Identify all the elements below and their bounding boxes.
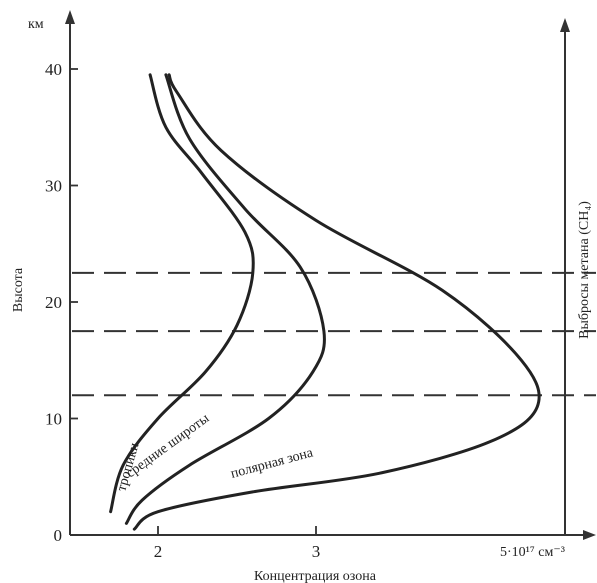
x-tick-label: 2 bbox=[154, 542, 163, 561]
y-tick-label: 20 bbox=[45, 293, 62, 312]
y-tick-label: 0 bbox=[54, 526, 63, 545]
ozone-curves bbox=[109, 73, 541, 531]
methane-axis-title: Выбросы метана (CH₄) bbox=[577, 201, 592, 339]
curve-series-1 bbox=[124, 73, 326, 525]
dashed-levels bbox=[72, 271, 596, 397]
y-tick-label: 30 bbox=[45, 177, 62, 196]
y-tick-label: 10 bbox=[45, 410, 62, 429]
x-unit-label: 5·10¹⁷ см⁻³ bbox=[500, 545, 565, 560]
y-ticks: 0 10 20 30 40 bbox=[45, 60, 78, 545]
x-tick-label: 3 bbox=[312, 542, 321, 561]
label-polar-zone: полярная зона bbox=[229, 445, 315, 482]
x-axis-arrow bbox=[583, 530, 596, 540]
curve-series-0 bbox=[109, 73, 255, 514]
y-axis-arrow bbox=[65, 10, 75, 24]
x-axis-title: Концентрация озона bbox=[254, 569, 377, 583]
y-tick-label: 40 bbox=[45, 60, 62, 79]
methane-axis-arrow bbox=[560, 18, 570, 32]
y-axis-title: Высота bbox=[11, 267, 26, 312]
curve-series-2 bbox=[132, 73, 541, 531]
y-unit-label: км bbox=[28, 17, 44, 32]
